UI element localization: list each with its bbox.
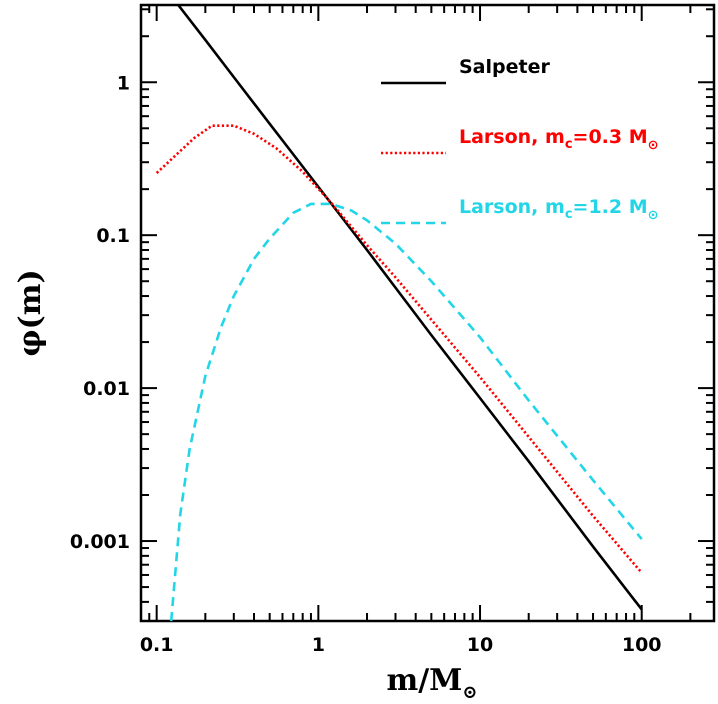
x-tick-label: 1 xyxy=(312,634,325,656)
y-tick-label: 0.1 xyxy=(96,225,130,247)
legend-label-1: Larson, mc=0.3 M⊙ xyxy=(459,126,659,153)
legend: Salpeter Larson, mc=0.3 M⊙ Larson, mc=1.2 … xyxy=(381,56,659,225)
y-tick-label: 0.01 xyxy=(83,378,130,400)
series-line-1 xyxy=(155,124,643,574)
series-layer xyxy=(155,5,643,621)
legend-label-2: Larson, mc=1.2 M⊙ xyxy=(459,196,659,223)
plot-frame xyxy=(139,3,716,623)
series-line-2 xyxy=(169,202,643,621)
legend-label-0: Salpeter xyxy=(459,56,550,78)
x-tick-label: 0.1 xyxy=(140,634,174,656)
x-axis-title: m/M⊙ xyxy=(386,663,477,703)
y-tick-label: 1 xyxy=(117,72,130,94)
y-axis-title: φ(m) xyxy=(13,269,48,356)
tick-marks xyxy=(140,5,714,622)
x-tick-label: 100 xyxy=(622,634,662,656)
tick-labels: 0.1 1 10 100 0.001 0.01 0.1 1 xyxy=(70,72,662,656)
series-line-0 xyxy=(177,5,643,611)
y-tick-label: 0.001 xyxy=(70,531,130,553)
x-tick-label: 10 xyxy=(467,634,493,656)
